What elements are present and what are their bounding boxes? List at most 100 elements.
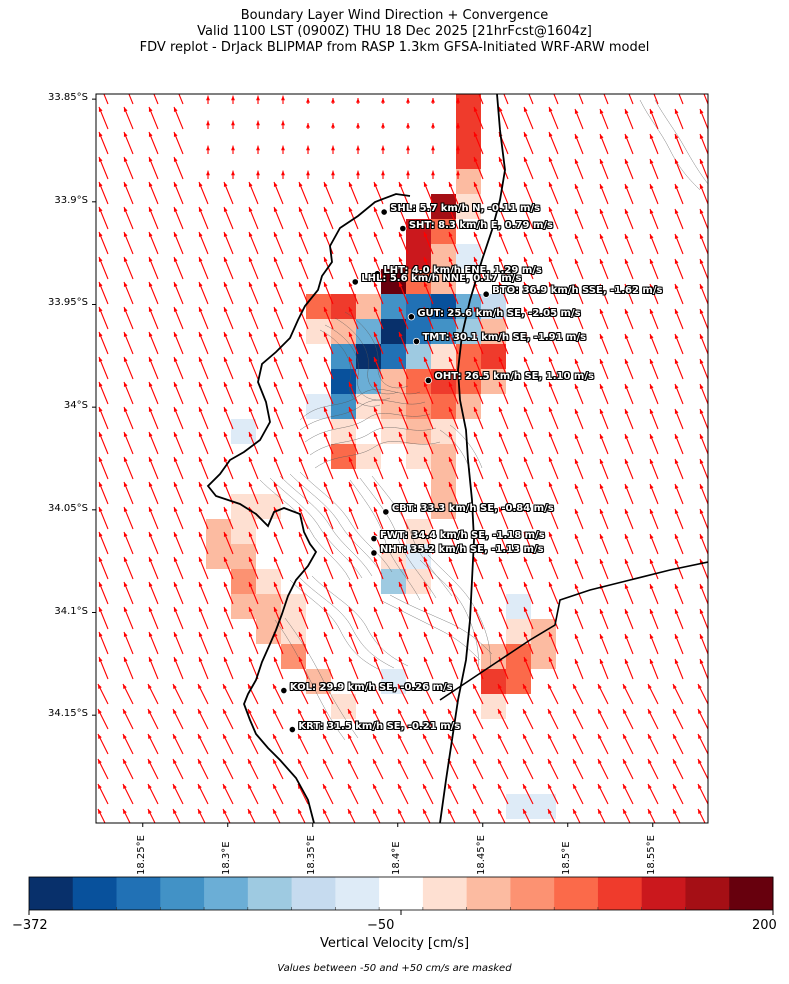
wind-vector-head bbox=[473, 759, 477, 764]
wind-vector-head bbox=[699, 659, 704, 664]
wind-vector-head bbox=[148, 709, 152, 714]
wind-vector-head bbox=[599, 534, 604, 539]
station-label-tmt: TMT: 30.1 km/h SE, -1.91 m/s bbox=[422, 332, 587, 344]
velocity-cell bbox=[331, 694, 356, 719]
terrain-contours bbox=[259, 99, 708, 741]
wind-vector-head bbox=[624, 634, 629, 639]
latitude-ticks bbox=[92, 98, 96, 716]
wind-vector-head bbox=[548, 582, 553, 587]
wind-vector-head bbox=[148, 282, 153, 287]
wind-vector-head bbox=[423, 457, 428, 462]
wind-vector-head bbox=[573, 784, 577, 789]
wind-vector-head bbox=[173, 382, 178, 387]
wind-vector-head bbox=[599, 134, 604, 139]
wind-vector-head bbox=[98, 357, 103, 362]
wind-vector-head bbox=[306, 170, 310, 176]
wind-vector-head bbox=[356, 170, 360, 176]
wind-vector-head bbox=[223, 357, 228, 362]
wind-vector-head bbox=[248, 332, 253, 337]
wind-vector-head bbox=[423, 432, 428, 437]
wind-vector-head bbox=[624, 584, 629, 589]
wind-vector-head bbox=[423, 809, 427, 814]
wind-vector-head bbox=[123, 282, 128, 287]
wind-vector-head bbox=[473, 182, 478, 187]
wind-vector-head bbox=[473, 357, 478, 362]
station-marker-cbt bbox=[382, 508, 390, 516]
wind-vector-head bbox=[298, 809, 302, 814]
wind-vector-head bbox=[523, 809, 527, 814]
wind-vector-head bbox=[148, 607, 153, 612]
wind-vector-head bbox=[373, 557, 378, 562]
wind-vector-head bbox=[649, 234, 654, 239]
wind-vector-head bbox=[699, 134, 704, 139]
wind-vector-head bbox=[523, 157, 528, 162]
wind-vector-head bbox=[173, 307, 178, 312]
wind-vector-head bbox=[448, 282, 453, 287]
station-marker-lhl bbox=[351, 278, 359, 286]
longitude-label: 18.4°E bbox=[390, 841, 402, 875]
wind-vector-head bbox=[323, 684, 327, 689]
wind-vector-head bbox=[223, 232, 228, 237]
wind-vector-head bbox=[381, 98, 385, 103]
wind-vector-head bbox=[699, 334, 704, 339]
wind-vector-head bbox=[598, 684, 602, 689]
wind-vector-head bbox=[273, 557, 278, 562]
wind-vector-head bbox=[649, 184, 654, 189]
wind-vector-head bbox=[523, 734, 527, 739]
wind-vector-head bbox=[348, 457, 353, 462]
wind-vector-head bbox=[98, 332, 103, 337]
wind-vector-head bbox=[674, 509, 679, 514]
wind-vector-head bbox=[273, 457, 278, 462]
wind-vector-head bbox=[173, 107, 178, 112]
wind-vector-head bbox=[699, 609, 704, 614]
wind-vector-head bbox=[123, 734, 127, 739]
wind-vector-head bbox=[198, 307, 203, 312]
wind-vector-head bbox=[356, 145, 360, 151]
wind-vector-head bbox=[473, 207, 478, 212]
station-label-nht: NHT: 35.2 km/h SE, -1.13 m/s bbox=[379, 543, 544, 555]
wind-vector-head bbox=[523, 457, 528, 462]
wind-vector-head bbox=[173, 157, 178, 162]
wind-vector-head bbox=[473, 407, 478, 412]
wind-vector-head bbox=[624, 134, 629, 139]
wind-vector-head bbox=[473, 582, 478, 587]
wind-vector-head bbox=[673, 809, 677, 814]
wind-vector-head bbox=[548, 607, 553, 612]
station-marker-lht bbox=[373, 270, 381, 278]
wind-vector-head bbox=[423, 532, 428, 537]
wind-vector-head bbox=[398, 734, 402, 739]
wind-vector-head bbox=[698, 734, 702, 739]
wind-vector-head bbox=[448, 557, 453, 562]
wind-vector-head bbox=[674, 559, 679, 564]
wind-vector-head bbox=[548, 657, 553, 662]
wind-vector-head bbox=[649, 384, 654, 389]
wind-vector-head bbox=[398, 684, 402, 689]
wind-vector-head bbox=[473, 734, 477, 739]
wind-vector-head bbox=[523, 332, 528, 337]
wind-vector-head bbox=[348, 734, 352, 739]
wind-vector-head bbox=[123, 457, 128, 462]
station-marker-oht bbox=[424, 376, 432, 385]
velocity-cell bbox=[481, 694, 506, 719]
wind-vector-head bbox=[498, 332, 503, 337]
wind-vector-head bbox=[98, 207, 103, 212]
wind-vector-head bbox=[523, 282, 528, 287]
coastline bbox=[206, 193, 411, 823]
wind-vector-head bbox=[423, 684, 427, 689]
wind-vector-head bbox=[98, 607, 103, 612]
wind-vector-head bbox=[423, 632, 428, 637]
wind-vector-head bbox=[675, 84, 679, 89]
wind-vector-head bbox=[348, 759, 352, 764]
wind-vector-head bbox=[456, 98, 460, 103]
colorbar-segment bbox=[291, 877, 336, 910]
wind-vector-head bbox=[348, 432, 353, 437]
wind-vector-head bbox=[649, 509, 654, 514]
wind-vector-head bbox=[624, 259, 629, 264]
latitude-label: 34.1°S bbox=[54, 605, 88, 617]
wind-vector-head bbox=[173, 257, 178, 262]
wind-vector-head bbox=[98, 157, 103, 162]
wind-vector-head bbox=[148, 482, 153, 487]
wind-vector-head bbox=[448, 182, 453, 187]
station-marker-nht bbox=[370, 549, 378, 557]
wind-vector-head bbox=[674, 309, 679, 314]
